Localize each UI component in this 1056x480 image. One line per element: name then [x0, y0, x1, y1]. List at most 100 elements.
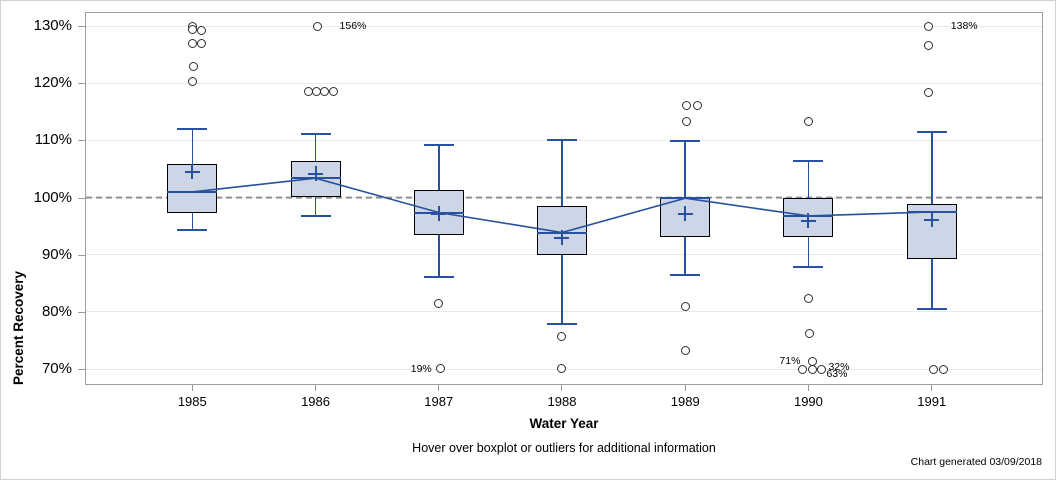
whisker-cap-low — [177, 228, 208, 231]
outlier-point[interactable] — [804, 328, 814, 338]
outlier-point[interactable] — [692, 101, 702, 111]
x-tick-label-1989: 1989 — [670, 394, 700, 409]
y-tick-label: 110% — [34, 131, 72, 149]
x-tick-mark — [931, 385, 933, 391]
x-tick-label-1987: 1987 — [424, 394, 454, 409]
outlier-point[interactable] — [807, 356, 817, 366]
whisker-cap-low — [546, 322, 577, 325]
median-line-1989 — [660, 197, 711, 200]
outlier-label: 71% — [779, 355, 801, 368]
whisker-cap-high — [670, 140, 701, 143]
y-tick-label: 130% — [33, 17, 72, 35]
whisker-cap-low — [793, 265, 824, 268]
plot-area: 156% 19% 71% 63% 32% 138% — [85, 12, 1043, 385]
outlier-point[interactable] — [557, 332, 567, 342]
connect-line-layer — [192, 177, 932, 234]
x-tick-mark — [561, 385, 563, 391]
gridline — [86, 25, 1042, 27]
outlier-point[interactable] — [436, 364, 446, 374]
y-tick-label: 70% — [41, 360, 72, 378]
outlier-point[interactable] — [680, 346, 690, 356]
outlier-point[interactable] — [196, 39, 206, 49]
mean-marker-1988 — [554, 230, 570, 246]
x-tick-mark — [315, 385, 317, 391]
x-tick-mark — [807, 385, 809, 391]
outlier-point[interactable] — [924, 40, 934, 50]
outlier-point[interactable] — [929, 364, 939, 374]
y-tick-label: 80% — [41, 302, 72, 320]
whisker-cap-high — [423, 144, 454, 147]
whisker-cap-low — [670, 273, 701, 276]
outlier-point[interactable] — [681, 101, 691, 111]
y-tick-mark — [78, 26, 85, 28]
outlier-point[interactable] — [187, 25, 197, 35]
outlier-point[interactable] — [924, 21, 934, 31]
whisker-cap-high — [793, 160, 824, 163]
x-tick-label-1986: 1986 — [301, 394, 330, 409]
y-tick-mark — [78, 197, 85, 199]
outlier-point[interactable] — [188, 62, 198, 72]
outlier-point[interactable] — [434, 299, 444, 309]
y-tick-label: 90% — [41, 245, 72, 263]
outlier-point[interactable] — [807, 365, 817, 375]
outlier-point[interactable] — [924, 87, 934, 97]
outlier-point[interactable] — [187, 39, 197, 49]
gridline — [86, 82, 1042, 84]
mean-marker-vbar — [437, 206, 440, 222]
gridline — [86, 197, 1042, 199]
x-axis-title: Water Year — [529, 416, 599, 431]
outlier-point[interactable] — [816, 365, 826, 375]
y-tick-mark — [78, 369, 85, 371]
outlier-point[interactable] — [313, 21, 323, 31]
y-tick-mark — [78, 254, 85, 256]
outlier-point[interactable] — [187, 77, 197, 87]
outlier-point[interactable] — [680, 302, 690, 312]
whisker-cap-low — [916, 307, 947, 310]
mean-marker-vbar — [807, 213, 810, 228]
outlier-label: 32% — [828, 360, 850, 373]
mean-marker-1986 — [308, 166, 324, 182]
reference-line-layer — [86, 196, 1042, 199]
outlier-point[interactable] — [797, 365, 807, 375]
outlier-label: 156% — [339, 20, 367, 33]
x-tick-mark — [191, 385, 193, 391]
whisker-cap-high — [546, 139, 577, 142]
outlier-point[interactable] — [681, 117, 691, 127]
outlier-point[interactable] — [803, 117, 813, 127]
mean-marker-vbar — [560, 230, 563, 246]
chart-generated-timestamp: Chart generated 03/09/2018 — [910, 456, 1042, 468]
y-tick-label: 100% — [33, 188, 72, 206]
whisker-cap-high — [177, 128, 208, 131]
whisker-cap-high — [300, 133, 331, 136]
outlier-point[interactable] — [320, 87, 330, 97]
outlier-label: 63% — [826, 367, 848, 380]
x-tick-mark — [684, 385, 686, 391]
mean-marker-vbar — [191, 164, 194, 180]
gridline — [86, 311, 1042, 313]
x-tick-label-1988: 1988 — [547, 394, 577, 409]
mean-marker-1985 — [184, 164, 200, 180]
outlier-label: 19% — [410, 362, 432, 375]
whisker-cap-low — [423, 276, 454, 279]
y-tick-mark — [78, 311, 85, 313]
outlier-point[interactable] — [329, 87, 339, 97]
x-tick-mark — [438, 385, 440, 391]
x-tick-label-1990: 1990 — [793, 394, 823, 409]
mean-marker-1987 — [431, 206, 447, 222]
y-tick-mark — [78, 140, 85, 142]
outlier-point[interactable] — [196, 25, 206, 35]
whisker-cap-high — [916, 131, 947, 134]
x-tick-label-1991: 1991 — [917, 394, 947, 409]
mean-marker-vbar — [930, 212, 933, 228]
y-tick-label: 120% — [33, 74, 72, 92]
footnote-text: Hover over boxplot or outliers for addit… — [412, 441, 716, 455]
mean-marker-1989 — [677, 206, 693, 222]
outlier-point[interactable] — [939, 364, 949, 374]
outlier-point[interactable] — [557, 364, 567, 374]
mean-marker-1991 — [924, 212, 940, 228]
mean-marker-vbar — [314, 166, 317, 182]
outlier-label: 138% — [950, 20, 978, 33]
outlier-point[interactable] — [803, 293, 813, 303]
mean-marker-1990 — [800, 213, 816, 228]
